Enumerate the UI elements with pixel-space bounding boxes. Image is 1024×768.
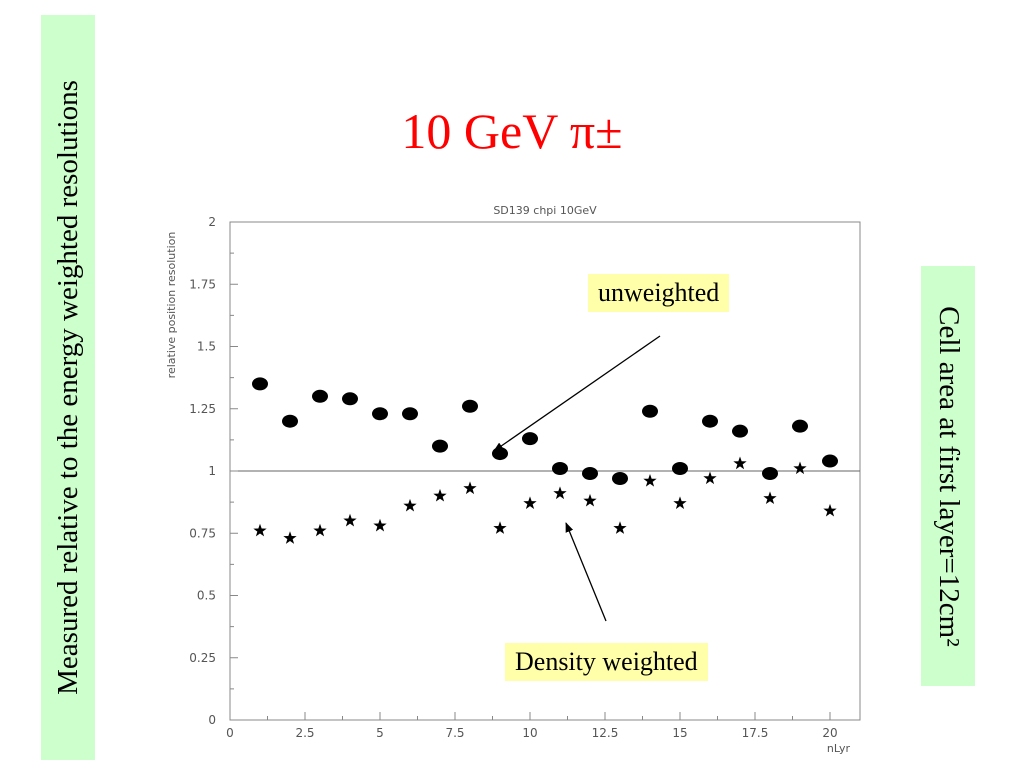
y-tick-label: 0.25 <box>189 651 216 665</box>
density-weighted-point <box>613 521 627 534</box>
unweighted-point <box>642 404 658 418</box>
unweighted-point <box>252 377 268 391</box>
y-tick-label: 1.75 <box>189 277 216 291</box>
density-weighted-point <box>793 461 807 475</box>
unweighted-point <box>342 392 358 406</box>
x-tick-label: 0 <box>226 726 234 740</box>
density-weighted-point <box>823 503 837 517</box>
y-tick-label: 1.25 <box>189 402 216 416</box>
chart-title: SD139 chpi 10GeV <box>493 204 597 217</box>
x-tick-label: 2.5 <box>295 726 314 740</box>
density-weighted-point <box>313 523 327 537</box>
density-weighted-point <box>493 521 507 534</box>
unweighted-arrow <box>493 335 661 452</box>
unweighted-point <box>402 407 418 421</box>
y-tick-label: 0.75 <box>189 526 216 540</box>
x-tick-label: 7.5 <box>445 726 464 740</box>
y-tick-label: 2 <box>208 215 216 229</box>
density-weighted-point <box>583 493 597 507</box>
unweighted-point <box>762 466 778 480</box>
unweighted-point <box>492 447 508 461</box>
unweighted-point <box>282 414 298 428</box>
unweighted-point <box>582 466 598 480</box>
density-weighted-point <box>553 486 567 500</box>
density-weighted-point <box>733 456 747 470</box>
y-tick-label: 0.5 <box>197 589 216 603</box>
density-weighted-point <box>433 488 447 502</box>
density-arrow <box>565 522 607 622</box>
x-tick-label: 12.5 <box>592 726 619 740</box>
density-weighted-point <box>643 473 657 487</box>
y-tick-label: 1 <box>208 464 216 478</box>
y-tick-label: 1.5 <box>197 340 216 354</box>
unweighted-point <box>552 462 568 476</box>
y-tick-label: 0 <box>208 713 216 727</box>
unweighted-point <box>522 432 538 446</box>
density-weighted-point <box>703 471 717 485</box>
unweighted-point <box>822 454 838 468</box>
unweighted-point <box>732 424 748 438</box>
density-weighted-point <box>283 531 297 544</box>
density-weighted-point <box>763 491 777 505</box>
unweighted-point <box>792 419 808 433</box>
unweighted-callout: unweighted <box>588 274 730 312</box>
slide-title: 10 GeV π± <box>401 103 623 159</box>
density-weighted-point <box>253 523 267 537</box>
unweighted-point <box>432 439 448 453</box>
density-weighted-point <box>463 481 477 495</box>
unweighted-point <box>372 407 388 421</box>
density-weighted-point <box>673 496 687 510</box>
left-side-label: Measured relative to the energy weighted… <box>41 15 95 760</box>
unweighted-point <box>462 399 478 413</box>
unweighted-point <box>672 462 688 476</box>
density-weighted-point <box>523 496 537 510</box>
x-tick-label: 10 <box>522 726 537 740</box>
density-callout: Density weighted <box>505 643 708 681</box>
x-tick-label: 20 <box>822 726 837 740</box>
unweighted-point <box>612 471 628 485</box>
x-axis-label: nLyr <box>827 742 851 755</box>
density-weighted-point <box>343 513 357 527</box>
x-tick-label: 15 <box>672 726 687 740</box>
density-weighted-point <box>403 498 417 512</box>
right-side-label: Cell area at first layer=12cm² <box>921 266 975 686</box>
unweighted-point <box>312 389 328 403</box>
unweighted-point <box>702 414 718 428</box>
density-weighted-point <box>373 518 387 532</box>
x-tick-label: 17.5 <box>742 726 769 740</box>
y-axis-label: relative position resolution <box>165 232 178 379</box>
x-tick-label: 5 <box>376 726 384 740</box>
